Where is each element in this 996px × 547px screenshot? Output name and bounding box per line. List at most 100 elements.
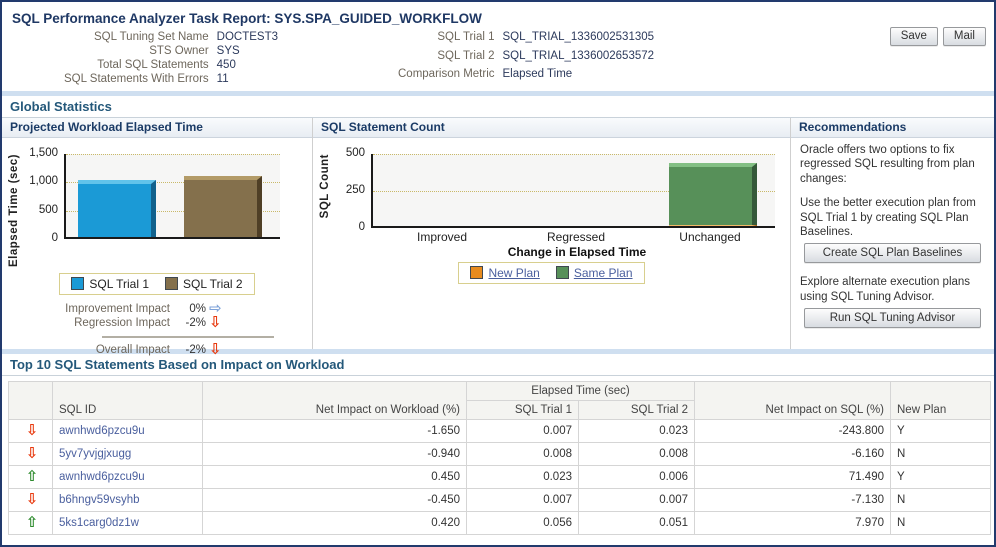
- net-impact-workload-column-header: Net Impact on Workload (%): [202, 381, 467, 420]
- legend-label: SQL Trial 1: [89, 276, 149, 291]
- mail-button[interactable]: Mail: [942, 27, 986, 46]
- net-impact-sql-cell: -7.130: [694, 488, 891, 512]
- count-plot-area: [371, 154, 775, 228]
- overall-down-arrow-icon: ⇩: [209, 340, 222, 358]
- net-impact-workload-cell: 0.420: [202, 511, 467, 535]
- gridline: [66, 154, 280, 155]
- global-statistics-region: Projected Workload Elapsed Time Elapsed …: [2, 118, 994, 357]
- trial1-cell: 0.023: [466, 465, 579, 489]
- field-label: SQL Tuning Set Name: [94, 31, 209, 43]
- sql-id-link[interactable]: awnhwd6pzcu9u: [59, 425, 145, 437]
- field-label: Comparison Metric: [398, 68, 495, 81]
- count-y-ticks: 500 250 0: [331, 147, 371, 233]
- trial2-cell: 0.051: [578, 511, 695, 535]
- new-plan-cell: Y: [890, 419, 991, 443]
- count-y-axis-label: SQL Count: [319, 154, 331, 219]
- run-sql-tuning-advisor-button[interactable]: Run SQL Tuning Advisor: [803, 308, 982, 328]
- y-tick: 1,000: [29, 175, 58, 187]
- field-label: STS Owner: [149, 45, 209, 57]
- table-row: ⇧ 5ks1carg0dz1w 0.420 0.056 0.051 7.970 …: [8, 511, 991, 535]
- impact-divider-rule: [102, 335, 274, 338]
- net-impact-workload-cell: -0.450: [202, 488, 467, 512]
- regression-impact-label: Regression Impact: [74, 316, 170, 329]
- create-sql-plan-baselines-button[interactable]: Create SQL Plan Baselines: [803, 243, 982, 264]
- section-divider: [2, 349, 994, 354]
- trial2-cell: 0.007: [578, 488, 695, 512]
- net-impact-sql-cell: -6.160: [694, 442, 891, 466]
- neutral-right-arrow-icon: ⇨: [209, 299, 222, 317]
- workload-y-axis-label: Elapsed Time (sec): [8, 154, 20, 267]
- new-plan-link[interactable]: New Plan: [488, 266, 540, 280]
- workload-legend: SQL Trial 1 SQL Trial 2: [2, 272, 312, 295]
- field-label: SQL Trial 1: [437, 31, 495, 43]
- net-impact-sql-cell: 71.490: [694, 465, 891, 489]
- new-plan-cell: N: [890, 511, 991, 535]
- page-title: SQL Performance Analyzer Task Report: SY…: [12, 11, 482, 26]
- gridline: [66, 211, 280, 212]
- table-row: ⇩ b6hngv59vsyhb -0.450 0.007 0.007 -7.13…: [8, 488, 991, 512]
- sql-tuning-set-name-value: DOCTEST3: [216, 31, 278, 43]
- trial1-cell: 0.007: [466, 419, 579, 443]
- sql-errors-value: 11: [216, 73, 229, 85]
- sql-id-link[interactable]: b6hngv59vsyhb: [59, 494, 140, 506]
- table-row: ⇧ awnhwd6pzcu9u 0.450 0.023 0.006 71.490…: [8, 465, 991, 489]
- top-sql-header: Top 10 SQL Statements Based on Impact on…: [2, 354, 994, 376]
- recommendations-body: Oracle offers two options to fix regress…: [791, 138, 994, 345]
- trial2-column-header: SQL Trial 2: [578, 400, 695, 420]
- sql-id-link[interactable]: 5ks1carg0dz1w: [59, 517, 139, 529]
- workload-chart-title: Projected Workload Elapsed Time: [2, 118, 312, 138]
- field-label: SQL Statements With Errors: [64, 73, 209, 85]
- same-plan-swatch: [555, 266, 569, 279]
- category-unchanged: Unchanged: [679, 230, 741, 244]
- improvement-up-icon: ⇧: [25, 467, 39, 485]
- trial1-cell: 0.008: [466, 442, 579, 466]
- total-sql-statements-value: 450: [216, 59, 236, 71]
- regression-down-icon: ⇩: [25, 444, 39, 462]
- trial1-column-header: SQL Trial 1: [466, 400, 579, 420]
- improvement-impact-value: 0%: [189, 302, 206, 315]
- improvement-up-icon: ⇧: [25, 513, 39, 531]
- overall-impact-label: Overall Impact: [95, 343, 170, 356]
- count-x-categories: Improved Regressed Unchanged: [375, 230, 790, 244]
- same-plan-bar: [669, 163, 757, 225]
- category-improved: Improved: [416, 230, 468, 244]
- sql-id-link[interactable]: 5yv7yvjgjxugg: [59, 448, 132, 460]
- sql-trial-1-bar: [78, 180, 156, 237]
- comparison-metric-value: Elapsed Time: [502, 68, 573, 81]
- sql-trial-2-bar: [184, 176, 262, 237]
- same-plan-link[interactable]: Same Plan: [573, 266, 633, 280]
- sql-trial-2-swatch: [165, 276, 178, 290]
- table-row: ⇩ awnhwd6pzcu9u -1.650 0.007 0.023 -243.…: [8, 419, 991, 443]
- trial2-cell: 0.006: [578, 465, 695, 489]
- new-plan-cell: N: [890, 488, 991, 512]
- gridline: [373, 191, 775, 192]
- regression-down-icon: ⇩: [25, 490, 39, 508]
- improvement-impact-label: Improvement Impact: [65, 302, 170, 315]
- y-tick: 1,500: [29, 147, 58, 159]
- sts-owner-value: SYS: [216, 45, 240, 57]
- field-label: Total SQL Statements: [97, 59, 209, 71]
- net-impact-sql-column-header: Net Impact on SQL (%): [694, 381, 891, 420]
- save-button[interactable]: Save: [889, 27, 938, 46]
- net-impact-sql-cell: -243.800: [694, 419, 891, 443]
- workload-y-ticks: 1,500 1,000 500 0: [20, 147, 64, 244]
- sql-id-link[interactable]: awnhwd6pzcu9u: [59, 471, 145, 483]
- impact-summary: Improvement Impact 0% ⇨ Regression Impac…: [2, 299, 312, 358]
- statement-count-chart-panel: SQL Statement Count SQL Count 500 250 0: [313, 118, 791, 349]
- statement-count-chart: SQL Count 500 250 0: [313, 147, 790, 233]
- legend-item: Same Plan: [555, 266, 633, 280]
- workload-chart: Elapsed Time (sec) 1,500 1,000 500 0: [2, 147, 312, 267]
- summary-left-block: SQL Tuning Set Name DOCTEST3 STS Owner SYS…: [64, 30, 278, 86]
- legend-label: SQL Trial 2: [183, 276, 243, 291]
- gridline: [66, 182, 280, 183]
- overall-impact-value: -2%: [185, 343, 206, 356]
- recommendation-text-3: Explore alternate execution plans using …: [800, 276, 971, 303]
- new-plan-cell: N: [890, 442, 991, 466]
- recommendations-title: Recommendations: [791, 118, 994, 138]
- table-row: ⇩ 5yv7yvjgjxugg -0.940 0.008 0.008 -6.16…: [8, 442, 991, 466]
- section-divider: [2, 91, 994, 96]
- summary-fields: SQL Tuning Set Name DOCTEST3 STS Owner SYS…: [2, 30, 994, 86]
- new-plan-swatch: [470, 266, 484, 279]
- statement-count-chart-title: SQL Statement Count: [313, 118, 790, 138]
- recommendation-text-1: Oracle offers two options to fix regress…: [800, 144, 975, 185]
